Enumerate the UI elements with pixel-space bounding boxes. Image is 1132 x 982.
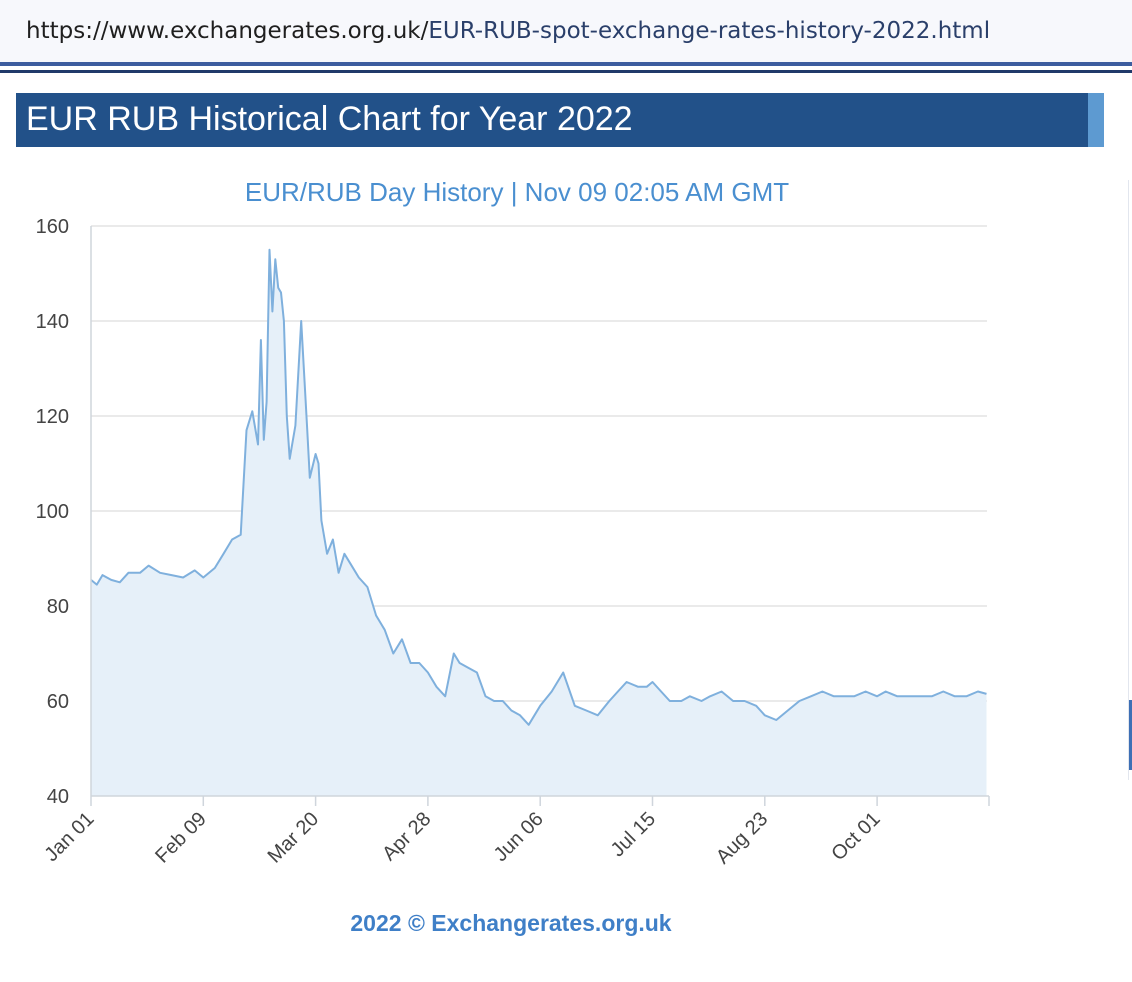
chart-credit: 2022 © Exchangerates.org.uk: [350, 910, 671, 936]
y-tick-label: 80: [47, 596, 69, 618]
x-tick-label: Oct 01: [827, 808, 884, 865]
chart-plot-area: [90, 248, 987, 797]
x-tick-label: Jan 01: [41, 808, 99, 866]
x-tick-label: Apr 28: [378, 808, 435, 865]
y-tick-label: 60: [47, 691, 69, 713]
address-bar[interactable]: https://www.exchangerates.org.uk/EUR-RUB…: [0, 0, 1132, 66]
y-tick-label: 100: [36, 501, 69, 523]
url-text[interactable]: https://www.exchangerates.org.uk/EUR-RUB…: [26, 18, 990, 44]
x-tick-label: Mar 20: [264, 808, 324, 868]
y-axis: 40 60 80 100 120 140 160: [36, 216, 92, 808]
page-title: EUR RUB Historical Chart for Year 2022: [26, 100, 633, 138]
header-divider: [0, 70, 1132, 73]
url-path: EUR-RUB-spot-exchange-rates-history-2022…: [428, 18, 991, 44]
series-area: [91, 249, 987, 797]
x-axis: Jan 01 Feb 09 Mar 20 Apr 28 Jun 06 Jul 15 Aug …: [41, 795, 990, 868]
section-header: EUR RUB Historical Chart for Year 2022: [16, 93, 1088, 147]
url-host: https://www.exchangerates.org.uk/: [26, 18, 429, 44]
x-tick-label: Aug 23: [712, 808, 772, 868]
header-accent: [1088, 93, 1104, 147]
chart: EUR/RUB Day History | Nov 09 02:05 AM GM…: [36, 177, 990, 936]
side-panel-edge: [1128, 180, 1132, 780]
x-tick-label: Feb 09: [151, 808, 211, 868]
x-tick-label: Jun 06: [490, 808, 548, 866]
side-panel-tab[interactable]: [1129, 700, 1132, 770]
x-tick-label: Jul 15: [607, 808, 660, 861]
y-tick-label: 140: [36, 311, 69, 333]
chart-title: EUR/RUB Day History | Nov 09 02:05 AM GM…: [245, 177, 789, 207]
series-line: [90, 248, 987, 726]
y-tick-label: 40: [47, 786, 69, 808]
y-tick-label: 160: [36, 216, 69, 238]
y-tick-label: 120: [36, 406, 69, 428]
